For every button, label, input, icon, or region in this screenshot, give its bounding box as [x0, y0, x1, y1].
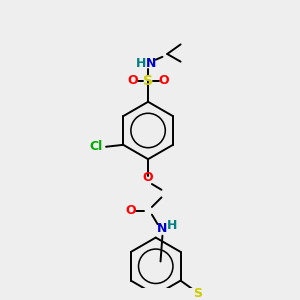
- Text: O: O: [126, 204, 136, 217]
- Text: H: H: [167, 219, 177, 232]
- Text: S: S: [193, 286, 202, 299]
- Text: S: S: [143, 74, 153, 88]
- Text: H: H: [136, 57, 147, 70]
- Text: O: O: [143, 171, 153, 184]
- Text: N: N: [146, 57, 156, 70]
- Text: O: O: [128, 74, 138, 87]
- Text: O: O: [158, 74, 169, 87]
- Text: N: N: [157, 221, 168, 235]
- Text: Cl: Cl: [90, 140, 103, 153]
